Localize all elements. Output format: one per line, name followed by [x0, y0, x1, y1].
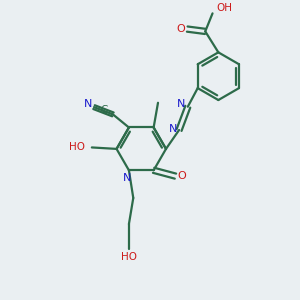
Text: HO: HO	[121, 252, 137, 262]
Text: OH: OH	[217, 3, 233, 13]
Text: C: C	[100, 105, 107, 115]
Text: N: N	[177, 99, 186, 109]
Text: N: N	[83, 99, 92, 109]
Text: O: O	[178, 171, 186, 181]
Text: N: N	[123, 172, 132, 183]
Text: HO: HO	[69, 142, 85, 152]
Text: O: O	[176, 24, 185, 34]
Text: N: N	[169, 124, 177, 134]
